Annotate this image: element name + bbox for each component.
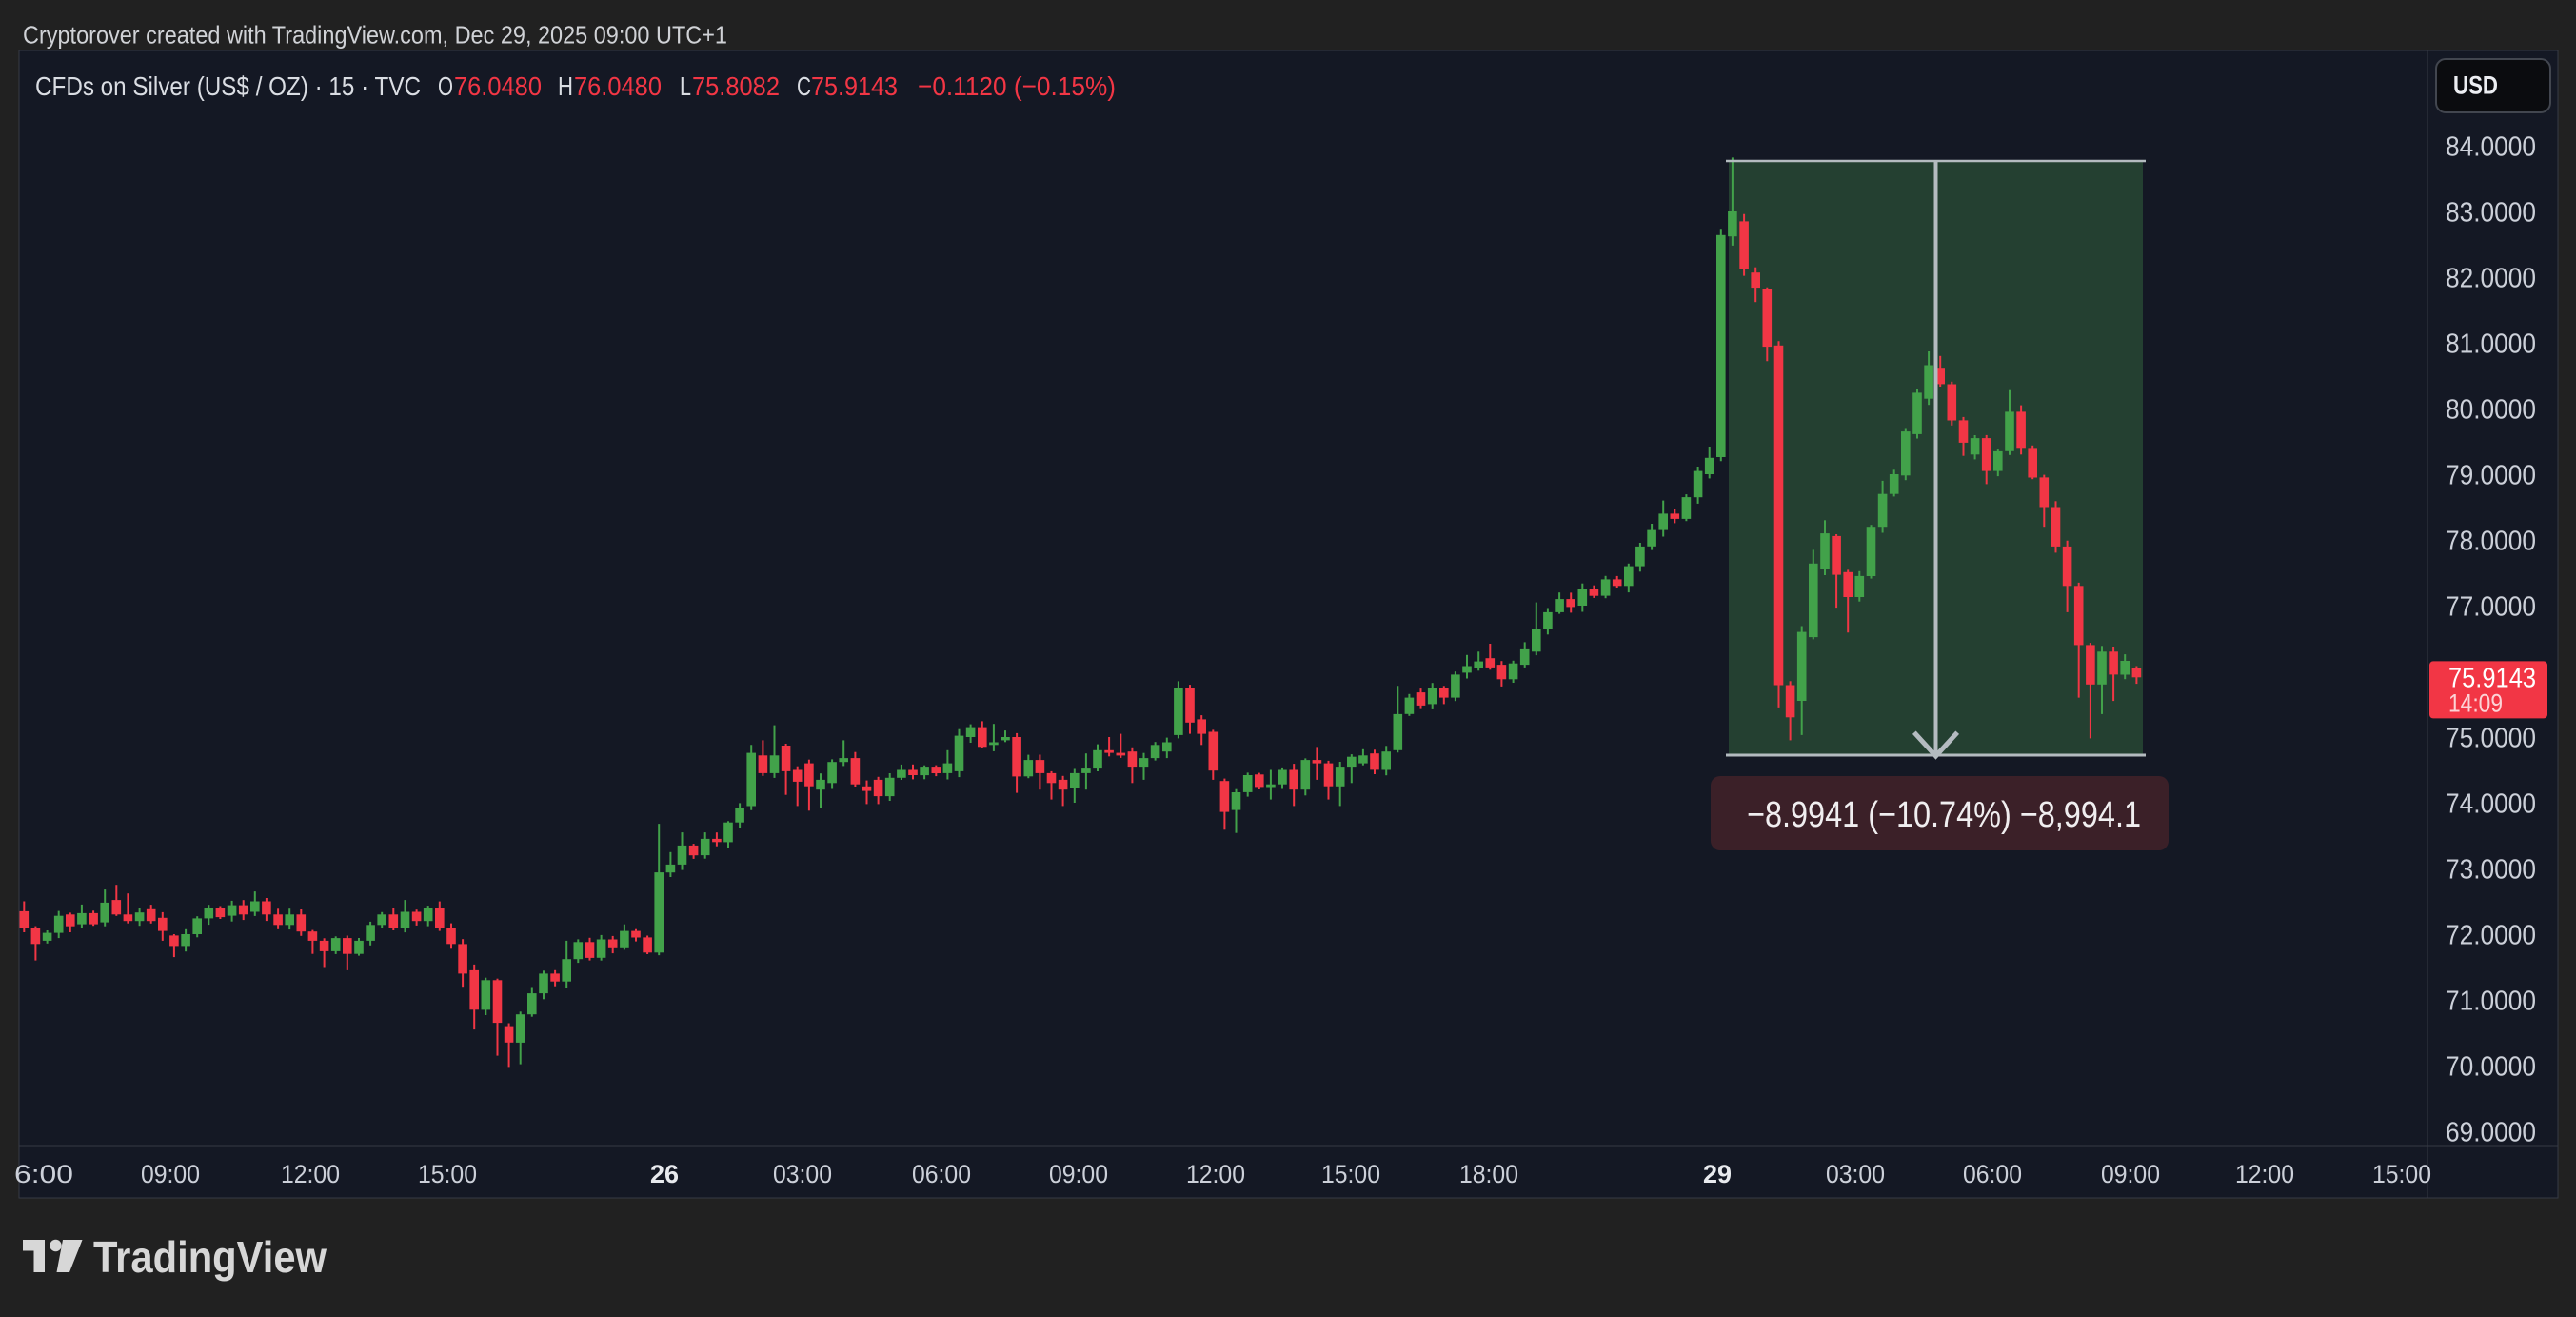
svg-text:70.0000: 70.0000 [2446,1051,2536,1082]
svg-text:O: O [438,71,453,101]
svg-text:14:09: 14:09 [2448,688,2503,717]
svg-text:76.0480: 76.0480 [454,71,542,101]
svg-text:72.0000: 72.0000 [2446,920,2536,950]
svg-text:75.9143: 75.9143 [2448,663,2536,693]
svg-text:74.0000: 74.0000 [2446,788,2536,819]
svg-text:L: L [680,71,691,101]
svg-text:6:00: 6:00 [14,1160,73,1188]
svg-text:06:00: 06:00 [1963,1160,2022,1188]
svg-text:03:00: 03:00 [1826,1160,1885,1188]
svg-text:71.0000: 71.0000 [2446,986,2536,1016]
svg-text:09:00: 09:00 [1049,1160,1108,1188]
svg-text:26: 26 [650,1160,679,1188]
svg-text:83.0000: 83.0000 [2446,197,2536,228]
svg-text:TradingView: TradingView [93,1232,327,1282]
svg-text:09:00: 09:00 [2101,1160,2160,1188]
svg-text:69.0000: 69.0000 [2446,1117,2536,1147]
svg-text:18:00: 18:00 [1459,1160,1518,1188]
svg-text:81.0000: 81.0000 [2446,329,2536,359]
svg-text:15:00: 15:00 [2372,1160,2431,1188]
svg-text:H: H [558,71,573,101]
svg-text:73.0000: 73.0000 [2446,854,2536,885]
svg-text:75.9143: 75.9143 [811,71,898,101]
svg-text:C: C [797,71,811,101]
svg-text:CFDs on Silver (US$ / OZ) · 15: CFDs on Silver (US$ / OZ) · 15 · TVC [35,71,421,101]
svg-text:15:00: 15:00 [418,1160,477,1188]
svg-text:15:00: 15:00 [1321,1160,1380,1188]
svg-text:78.0000: 78.0000 [2446,526,2536,556]
svg-text:75.0000: 75.0000 [2446,723,2536,753]
svg-text:79.0000: 79.0000 [2446,460,2536,490]
svg-text:84.0000: 84.0000 [2446,131,2536,162]
svg-text:29: 29 [1703,1160,1732,1188]
svg-text:Cryptorover created with Tradi: Cryptorover created with TradingView.com… [23,21,727,50]
svg-text:12:00: 12:00 [2235,1160,2294,1188]
svg-text:−8.9941 (−10.74%) −8,994.1: −8.9941 (−10.74%) −8,994.1 [1747,795,2141,835]
svg-text:80.0000: 80.0000 [2446,394,2536,425]
svg-text:06:00: 06:00 [912,1160,971,1188]
svg-text:82.0000: 82.0000 [2446,263,2536,293]
svg-text:77.0000: 77.0000 [2446,591,2536,622]
svg-text:−0.1120 (−0.15%): −0.1120 (−0.15%) [918,71,1116,101]
svg-text:12:00: 12:00 [1186,1160,1245,1188]
svg-text:USD: USD [2453,71,2498,100]
svg-text:76.0480: 76.0480 [574,71,662,101]
svg-text:03:00: 03:00 [773,1160,832,1188]
svg-text:75.8082: 75.8082 [692,71,780,101]
svg-text:12:00: 12:00 [281,1160,340,1188]
svg-text:09:00: 09:00 [141,1160,200,1188]
